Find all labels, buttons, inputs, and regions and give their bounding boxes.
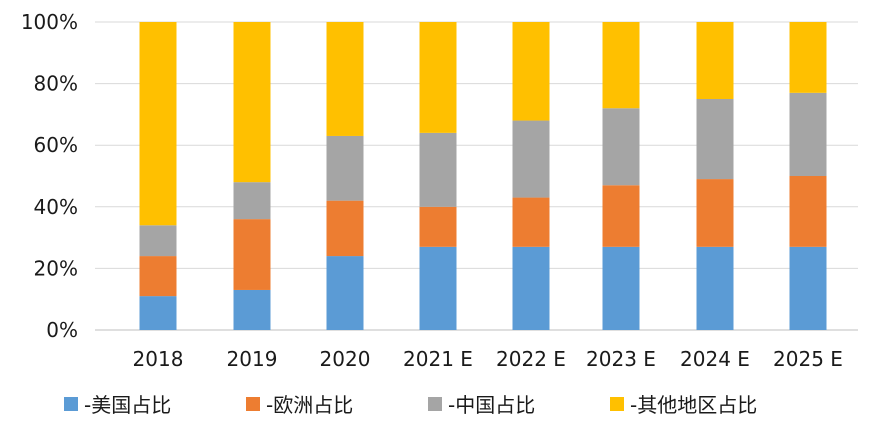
bar-segment [233, 22, 271, 183]
bar-segment [512, 120, 550, 198]
y-tick-label: 100% [21, 10, 78, 34]
bar-segment [233, 182, 271, 220]
bar-segment [789, 22, 827, 93]
legend-swatch [428, 397, 442, 411]
bar-segment [696, 246, 734, 330]
bar-segment [326, 256, 364, 330]
y-tick-label: 0% [46, 318, 78, 342]
x-tick-label: 2018 [133, 347, 184, 371]
bar-segment [602, 108, 640, 186]
gridlines [95, 21, 858, 331]
legend-label: -美国占比 [84, 393, 171, 417]
legend-swatch [610, 397, 624, 411]
bar-segment [789, 176, 827, 247]
bar-segment [139, 296, 177, 330]
x-tick-label: 2024 E [680, 347, 750, 371]
bars [139, 22, 827, 330]
legend-label: -欧洲占比 [266, 393, 353, 417]
bar-segment [512, 22, 550, 121]
x-tick-label: 2023 E [586, 347, 656, 371]
bar-segment [512, 197, 550, 247]
bar-segment [326, 135, 364, 201]
bar-segment [602, 185, 640, 247]
bar-segment [602, 22, 640, 109]
legend-label: -其他地区占比 [630, 393, 757, 417]
x-axis-ticks: 2018 2019 2020 2021 E 2022 E 2023 E 2024 E 2025… [133, 347, 843, 371]
x-tick-label: 2021 E [403, 347, 473, 371]
bar-segment [696, 99, 734, 180]
bar-segment [419, 22, 457, 133]
y-axis-ticks: 0% 20% 40% 60% 80% 100% [21, 10, 78, 342]
y-tick-label: 60% [34, 133, 78, 157]
legend-swatch [64, 397, 78, 411]
bar-segment [696, 22, 734, 99]
legend-label: -中国占比 [448, 393, 535, 417]
bar-segment [139, 256, 177, 297]
bar-segment [139, 225, 177, 257]
bar-segment [419, 132, 457, 207]
bar-segment [602, 246, 640, 330]
y-tick-label: 20% [34, 256, 78, 280]
legend: -美国占比 -欧洲占比 -中国占比 -其他地区占比 [64, 393, 757, 417]
legend-swatch [246, 397, 260, 411]
x-tick-label: 2022 E [496, 347, 566, 371]
bar-segment [233, 219, 271, 290]
bar-segment [696, 179, 734, 247]
bar-segment [139, 22, 177, 226]
x-tick-label: 2020 [320, 347, 371, 371]
bar-segment [419, 246, 457, 330]
bar-segment [326, 22, 364, 136]
bar-segment [326, 200, 364, 257]
bar-segment [789, 246, 827, 330]
bar-segment [789, 92, 827, 176]
x-tick-label: 2025 E [773, 347, 843, 371]
bar-segment [512, 246, 550, 330]
y-tick-label: 40% [34, 195, 78, 219]
bar-segment [233, 289, 271, 330]
y-tick-label: 80% [34, 72, 78, 96]
bar-segment [419, 206, 457, 247]
x-tick-label: 2019 [227, 347, 278, 371]
